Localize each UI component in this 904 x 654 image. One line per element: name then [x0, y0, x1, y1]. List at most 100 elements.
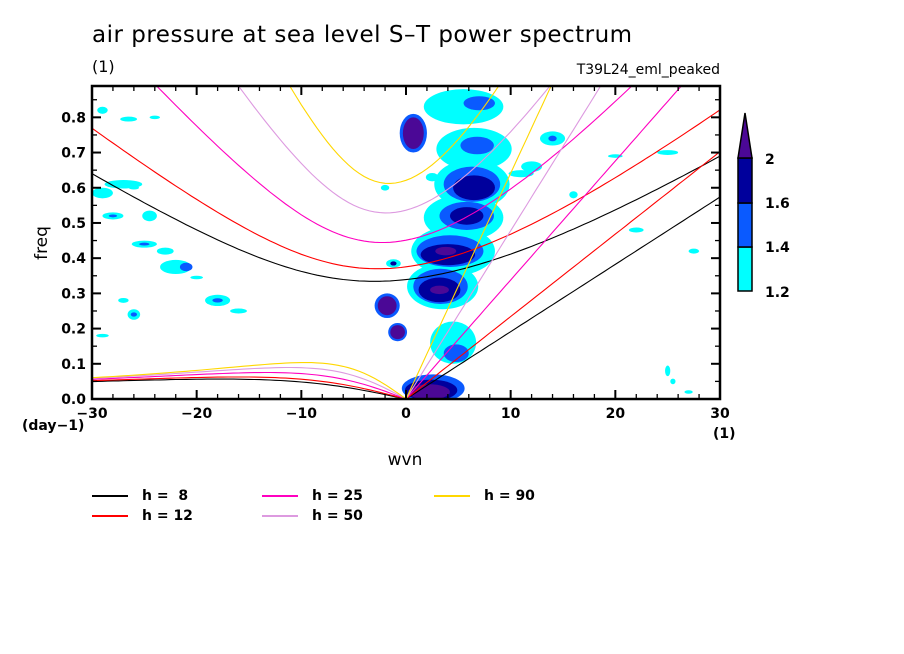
y-tick-label: 0.2 — [61, 322, 86, 338]
er1-curve-h8 — [92, 378, 407, 399]
legend-entry: h = 12 — [92, 507, 193, 525]
contour-region — [179, 262, 193, 272]
kelvin-curve-h8 — [405, 196, 720, 399]
contour-region — [230, 308, 247, 314]
contour-region — [390, 325, 405, 340]
legend: h = 8 h = 12 h = 25 h = 50 h = 90 — [92, 487, 572, 527]
y-tick-label: 0.5 — [61, 216, 86, 232]
contour-region — [402, 117, 424, 150]
y-tick-label: 0.8 — [61, 110, 86, 126]
legend-label: h = 90 — [484, 488, 535, 504]
contour-region — [92, 187, 113, 199]
contour-region — [120, 116, 138, 122]
x-tick-label: 30 — [710, 406, 730, 422]
y-tick-label: 0.7 — [61, 146, 86, 162]
legend-swatch — [434, 495, 470, 497]
contour-region — [108, 214, 118, 218]
legend-swatch — [92, 515, 128, 517]
legend-label: h = 50 — [312, 508, 363, 524]
x-axis-title: wvn — [388, 450, 423, 470]
experiment-label: T39L24_eml_peaked — [576, 62, 720, 78]
ig1-curve-h8 — [92, 155, 720, 282]
legend-entry: h = 8 — [92, 487, 188, 505]
contour-region — [508, 170, 534, 178]
contour-region — [96, 333, 109, 338]
legend-swatch — [92, 495, 128, 497]
dispersion-curves-layer — [92, 86, 720, 399]
colorbar-extend-triangle — [737, 112, 753, 159]
contour-region — [97, 106, 108, 114]
x-tick-labels: −30 −20 −10 0 10 20 30 — [76, 406, 730, 422]
legend-entry: h = 90 — [434, 487, 535, 505]
x-tick-label: 20 — [606, 406, 626, 422]
y-tick-label: 0.0 — [61, 392, 86, 408]
colorbar-label: 1.2 — [765, 285, 790, 301]
ig1-curve-h50 — [237, 86, 551, 214]
colorbar-label: 1.6 — [765, 196, 790, 212]
x-tick-label: 0 — [401, 406, 411, 422]
y-tick-label: 0.4 — [61, 251, 86, 267]
contour-region — [118, 297, 129, 303]
x-tick-label: −10 — [286, 406, 317, 422]
x-tick-label: 10 — [501, 406, 521, 422]
legend-entry: h = 50 — [262, 507, 363, 525]
contour-region — [430, 285, 449, 295]
chart-units: (1) — [92, 57, 115, 76]
contour-region — [657, 150, 679, 156]
contour-region — [460, 136, 494, 155]
contour-region — [548, 135, 557, 142]
legend-label: h = 8 — [142, 488, 189, 504]
contour-region — [139, 242, 150, 246]
ig1-curve-h90 — [289, 86, 500, 184]
contour-region — [390, 261, 397, 266]
y-tick-label: 0.6 — [61, 181, 86, 197]
colorbar-label: 1.4 — [765, 240, 790, 256]
y-units-label: (day−1) — [22, 418, 84, 434]
er1-curve-h12 — [92, 376, 407, 399]
contour-region — [670, 378, 676, 385]
ig1-curve-h12 — [92, 109, 720, 270]
er1-curve-h90 — [92, 362, 407, 399]
contour-region — [212, 298, 223, 303]
legend-label: h = 12 — [142, 508, 193, 524]
contour-region — [380, 184, 390, 191]
contour-region — [156, 247, 174, 255]
y-tick-labels: 0.0 0.1 0.2 0.3 0.4 0.5 0.6 0.7 0.8 — [61, 110, 86, 408]
contour-region — [149, 115, 161, 120]
contour-region — [190, 275, 203, 280]
plot-frame — [90, 84, 722, 401]
contour-region — [377, 296, 397, 316]
colorbar-segment — [737, 202, 753, 248]
y-tick-label: 0.1 — [61, 357, 86, 373]
contour-region — [569, 191, 578, 199]
x-tick-label: −20 — [181, 406, 212, 422]
y-tick-label: 0.3 — [61, 286, 86, 302]
chart-title: air pressure at sea level S–T power spec… — [92, 22, 633, 48]
legend-entry: h = 25 — [262, 487, 363, 505]
contour-region — [665, 365, 671, 377]
contour-region — [408, 384, 450, 399]
contour-region — [128, 185, 140, 190]
contour-region — [684, 390, 693, 394]
colorbar-label: 2 — [765, 152, 775, 168]
colorbar-segment — [737, 157, 753, 204]
er1-curve-h50 — [92, 366, 407, 399]
y-axis-title: freq — [32, 226, 52, 260]
contour-region — [453, 175, 495, 201]
er1-curve-h25 — [92, 371, 407, 399]
contour-fill-layer — [92, 89, 700, 399]
kelvin-curve-h90 — [405, 86, 552, 399]
colorbar-segment — [737, 246, 753, 292]
legend-label: h = 25 — [312, 488, 363, 504]
legend-swatch — [262, 495, 298, 497]
x-units-label: (1) — [713, 426, 736, 442]
contour-region — [130, 312, 138, 317]
x-tick-label: −30 — [76, 406, 107, 422]
kelvin-curve-h12 — [405, 151, 720, 399]
ig1-curve-h25 — [155, 86, 633, 244]
colorbar: 1.2 1.4 1.6 2 — [737, 112, 790, 301]
contour-region — [463, 96, 495, 111]
contour-region — [449, 207, 484, 225]
kelvin-curve-h25 — [405, 86, 683, 399]
